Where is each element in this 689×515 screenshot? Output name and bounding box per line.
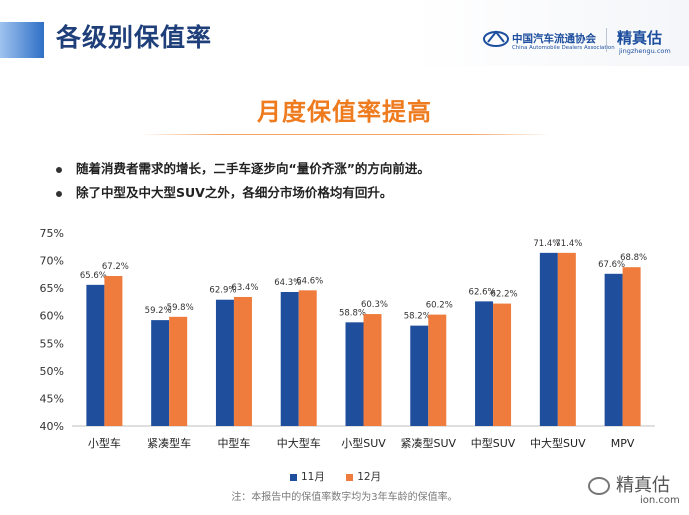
bar-series-2 [169, 316, 188, 426]
data-label: 67.6% [598, 260, 625, 270]
bar-series-2 [428, 314, 447, 426]
bar-series-2 [233, 296, 252, 426]
x-tick-label: 中大型车 [277, 436, 321, 450]
bullet-text: 除了中型及中大型SUV之外，各细分市场价格均有回升。 [76, 185, 393, 200]
y-tick-label: 75% [40, 227, 64, 240]
legend-label: 11月 [301, 471, 325, 483]
x-tick-label: 中大型SUV [530, 436, 586, 450]
wechat-icon [588, 477, 610, 495]
y-tick-label: 50% [40, 365, 64, 378]
bullet-dot-icon [56, 166, 62, 173]
cada-name-cn: 中国汽车流通协会 [512, 33, 596, 45]
bar-series-2 [493, 303, 512, 426]
bar-series-1 [345, 322, 364, 426]
footnote: 注：本报告中的保值率数字均为3年车龄的保值率。 [231, 492, 458, 503]
data-label: 59.2% [145, 306, 172, 316]
data-label: 64.3% [274, 278, 301, 288]
title-accent-tab [0, 22, 44, 58]
y-tick-label: 40% [40, 420, 64, 433]
data-label: 68.8% [620, 253, 647, 263]
data-label: 58.2% [404, 312, 431, 322]
y-tick-label: 70% [40, 255, 64, 268]
data-label: 62.9% [209, 286, 236, 296]
bar-chart: 40% 45% 50% 55% 60% 65% 70% 75% 65.6%67.2% 小型车 59.… [40, 227, 655, 450]
y-tick-label: 60% [40, 310, 64, 323]
y-tick-label: 65% [40, 282, 64, 295]
brand-url: jingzhengu.com [619, 47, 671, 55]
bar-series-2 [363, 314, 382, 426]
bar-series-2 [557, 252, 576, 426]
header-bar [0, 0, 689, 66]
section-title: 月度保值率提高 [257, 98, 432, 126]
bar-series-2 [622, 267, 641, 426]
bar-series-1 [539, 252, 558, 426]
bar-series-2 [298, 290, 317, 426]
data-label: 65.6% [80, 271, 107, 281]
legend-item: 12月 [346, 471, 381, 483]
page-title: 各级别保值率 [56, 23, 213, 52]
bullet-item: 除了中型及中大型SUV之外，各细分市场价格均有回升。 [56, 182, 392, 201]
legend-swatch-series-1 [290, 473, 297, 481]
data-label: 58.8% [339, 308, 366, 318]
data-label: 63.4% [231, 283, 258, 293]
chart-legend: 11月 12月 [290, 469, 399, 484]
bar-series-2 [104, 276, 123, 426]
bar-series-1 [410, 325, 429, 426]
x-tick-label: 小型车 [88, 436, 121, 450]
data-label: 60.2% [426, 301, 453, 311]
cada-logo-icon [483, 30, 509, 47]
bullet-text: 随着消费者需求的增长，二手车逐步向“量价齐涨”的方向前进。 [76, 161, 430, 176]
data-label: 62.6% [469, 287, 496, 297]
x-tick-label: 中型SUV [471, 436, 516, 450]
data-label: 64.6% [296, 276, 323, 286]
legend-item: 11月 [290, 471, 325, 483]
x-tick-label: 中型车 [217, 436, 250, 450]
data-label: 67.2% [102, 262, 129, 272]
bar-series-1 [280, 292, 299, 426]
bar-series-1 [215, 299, 234, 426]
x-tick-label: 紧凑型SUV [400, 436, 456, 450]
brand-logo-text: 精真估 [617, 29, 663, 47]
bar-series-1 [475, 301, 494, 426]
x-tick-label: 小型SUV [341, 436, 386, 450]
x-tick-label: 紧凑型车 [147, 436, 191, 450]
legend-label: 12月 [357, 471, 382, 483]
data-label: 62.2% [491, 290, 518, 300]
data-label: 59.8% [167, 303, 194, 313]
data-label: 71.4% [555, 239, 582, 249]
logo-divider [606, 28, 607, 52]
section-title-underline [140, 134, 550, 135]
bullet-dot-icon [56, 190, 62, 197]
cada-name-en: China Automobile Dealers Association [512, 45, 615, 51]
watermark-suffix: ion.com [640, 495, 680, 506]
y-tick-label: 55% [40, 337, 64, 350]
bullet-item: 随着消费者需求的增长，二手车逐步向“量价齐涨”的方向前进。 [56, 158, 430, 177]
data-label: 71.4% [533, 239, 560, 249]
bar-series-1 [151, 320, 170, 426]
legend-swatch-series-2 [346, 473, 354, 481]
watermark-name: 精真估 [616, 475, 670, 496]
data-label: 60.3% [361, 300, 388, 310]
y-tick-label: 45% [40, 392, 64, 405]
bar-series-1 [604, 273, 623, 426]
wechat-watermark: 精真估 [588, 471, 670, 497]
bar-series-1 [86, 284, 105, 426]
x-tick-label: MPV [611, 437, 635, 450]
